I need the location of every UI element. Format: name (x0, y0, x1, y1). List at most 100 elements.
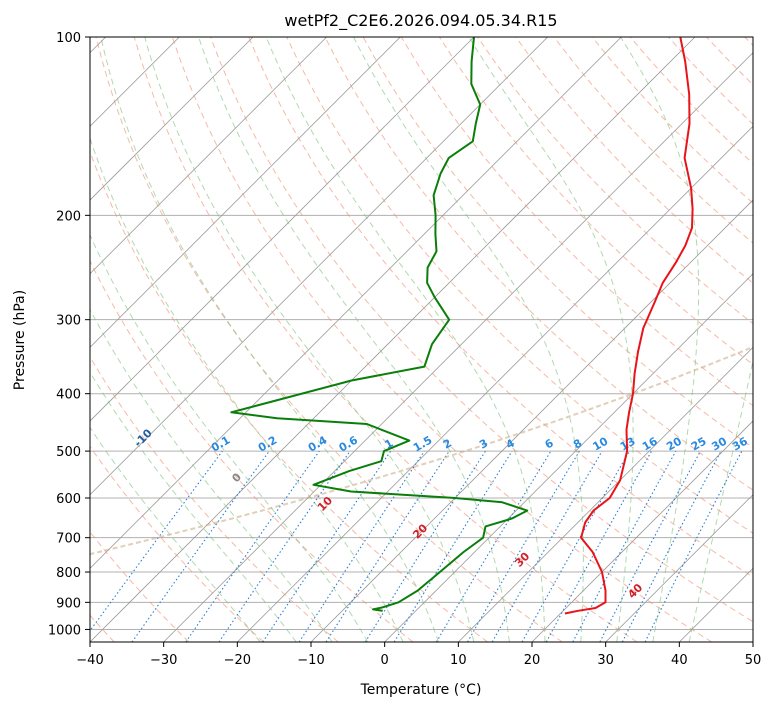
moist-adiabat (144, 37, 475, 642)
isotherm-line (90, 37, 327, 275)
y-tick-label: 500 (56, 445, 81, 460)
dry-adiabat (210, 37, 753, 623)
dry-adiabat-label: -10 (132, 426, 155, 449)
isotherm-line (90, 37, 254, 201)
moist-adiabat (353, 37, 584, 642)
y-tick-label: 700 (56, 532, 81, 547)
moist-adiabat (265, 37, 546, 642)
x-tick-label: 50 (745, 653, 762, 668)
reference-curve (90, 345, 753, 556)
dry-adiabat (744, 37, 753, 47)
plot-frame (89, 36, 754, 643)
moist-adiabat (688, 358, 753, 642)
isotherm-line (310, 199, 753, 642)
isotherm-line (752, 641, 753, 642)
isotherm-line (384, 273, 753, 642)
mixing-ratio-line (572, 450, 677, 642)
dry-adiabat (286, 37, 753, 534)
dry-adiabat (90, 445, 264, 642)
moist-adiabat (468, 37, 634, 642)
dry-adiabat-label: 20 (410, 521, 430, 541)
mixing-ratio-line (644, 450, 743, 642)
y-tick-label: 400 (56, 388, 81, 403)
mixing-ratio-label: 4 (504, 436, 517, 451)
dry-adiabat (90, 356, 339, 642)
x-tick-label: 20 (524, 653, 541, 668)
chart-title: wetPf2_C2E6.2026.094.05.34.R15 (284, 11, 557, 31)
dry-adiabat-label: 40 (625, 581, 645, 601)
mixing-ratio-line (298, 450, 425, 642)
x-tick-label: 30 (597, 653, 614, 668)
moist-adiabat (620, 37, 700, 642)
isotherm-line (458, 346, 753, 642)
dry-adiabat (171, 37, 712, 642)
mixing-ratio-label: 2 (441, 437, 454, 452)
dry-adiabat (133, 37, 638, 642)
x-axis-title: Temperature (°C) (360, 682, 482, 698)
isotherm-line (90, 37, 696, 642)
mixing-ratio-line (521, 450, 630, 642)
y-axis-ticks: 100 200 300 400 500 600 700 800 900 1000 (48, 31, 90, 638)
mixing-ratio-line (364, 450, 486, 642)
dry-adiabat-label: -30 (0, 373, 5, 396)
dry-adiabat (668, 37, 753, 125)
isotherm-line (90, 37, 622, 569)
isotherm-line (605, 494, 753, 642)
dry-adiabat (248, 37, 753, 578)
y-tick-label: 200 (56, 209, 81, 224)
mixing-ratio-line (599, 450, 701, 642)
x-tick-label: −40 (76, 653, 103, 668)
x-tick-label: −30 (150, 653, 177, 668)
y-tick-label: 300 (56, 314, 81, 329)
background-lines (90, 37, 753, 642)
isotherm-line (237, 125, 753, 642)
dry-adiabat (95, 37, 563, 642)
dry-adiabat (706, 37, 753, 86)
dry-adiabat (324, 37, 753, 491)
mixing-ratio-line (325, 450, 450, 642)
y-tick-label: 600 (56, 492, 81, 507)
temperature-profile (564, 37, 694, 615)
moist-adiabat (90, 426, 261, 642)
isotherm-line (531, 420, 753, 642)
line-labels: 0.10.20.40.611.52346810131620253036-100-… (0, 373, 751, 601)
isotherm-line (90, 37, 401, 348)
y-tick-label: 1000 (48, 623, 81, 638)
moist-adiabat (198, 37, 510, 642)
isotherm-line (163, 52, 753, 642)
mixing-ratio-label: 6 (543, 436, 556, 451)
dry-adiabat (515, 37, 753, 284)
x-tick-label: 10 (450, 653, 467, 668)
mixing-ratio-line (218, 450, 351, 642)
y-tick-label: 800 (56, 566, 81, 581)
moist-adiabat (90, 136, 404, 642)
grid-layer (90, 37, 753, 642)
x-tick-label: 40 (671, 653, 688, 668)
x-axis-ticks: −40 −30 −20 −10 0 10 20 30 40 50 (76, 642, 761, 668)
dewpoint-profile (230, 37, 529, 612)
dry-adiabat-label: -20 (55, 401, 78, 424)
moist-adiabat (90, 233, 369, 642)
y-tick-label: 900 (56, 596, 81, 611)
dry-adiabat-label: 30 (512, 549, 532, 569)
moist-adiabat (100, 37, 439, 642)
mixing-ratio-line (393, 450, 513, 642)
dry-adiabat (90, 259, 414, 642)
mixing-ratio-line (90, 450, 223, 632)
mixing-ratio-line (435, 450, 552, 642)
mixing-ratio-line (545, 450, 653, 642)
dry-adiabat (591, 37, 753, 204)
y-axis-title: Pressure (hPa) (12, 290, 28, 390)
mixing-ratio-line (262, 450, 392, 642)
mixing-ratio-line (131, 450, 270, 642)
isotherm-line (90, 37, 475, 422)
mixing-ratio-line (185, 450, 320, 642)
x-tick-label: −10 (297, 653, 324, 668)
x-tick-label: 0 (381, 653, 389, 668)
mixing-ratio-label: 3 (477, 437, 490, 452)
isotherm-line (679, 567, 753, 642)
dry-adiabat (90, 150, 488, 642)
moist-adiabat (90, 371, 297, 642)
x-tick-label: −20 (224, 653, 251, 668)
